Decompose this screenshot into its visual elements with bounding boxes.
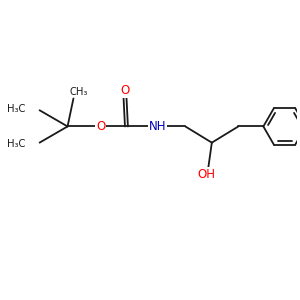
- Text: NH: NH: [148, 120, 166, 133]
- Text: OH: OH: [198, 168, 216, 181]
- Text: O: O: [120, 84, 130, 97]
- Text: H₃C: H₃C: [8, 104, 26, 114]
- Text: CH₃: CH₃: [70, 87, 88, 97]
- Text: O: O: [96, 120, 105, 133]
- Text: H₃C: H₃C: [8, 139, 26, 148]
